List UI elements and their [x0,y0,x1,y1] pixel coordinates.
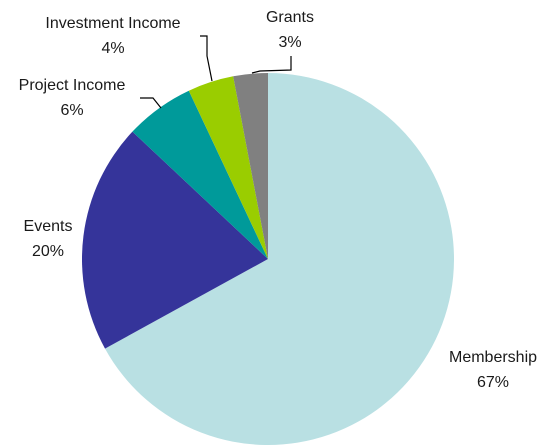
label-project-income-value: 6% [60,102,83,119]
slice-membership [105,73,455,446]
label-grants-name: Grants [266,9,314,26]
label-membership-value: 67% [477,374,509,391]
leader-investment-income [200,35,213,82]
slice-investment-income [188,76,268,259]
label-membership-name: Membership [449,349,537,366]
pie-slices [81,73,455,446]
label-events-name: Events [24,218,73,235]
leader-lines [140,35,292,109]
slice-events [81,131,268,349]
slice-project-income [132,90,268,259]
label-events-value: 20% [32,243,64,260]
label-investment-income-name: Investment Income [45,15,180,32]
label-project-income-name: Project Income [19,77,126,94]
leader-project-income [140,97,162,109]
leader-grants [251,56,292,74]
label-grants-value: 3% [278,34,301,51]
slice-grants [233,73,268,259]
label-investment-income-value: 4% [101,40,124,57]
